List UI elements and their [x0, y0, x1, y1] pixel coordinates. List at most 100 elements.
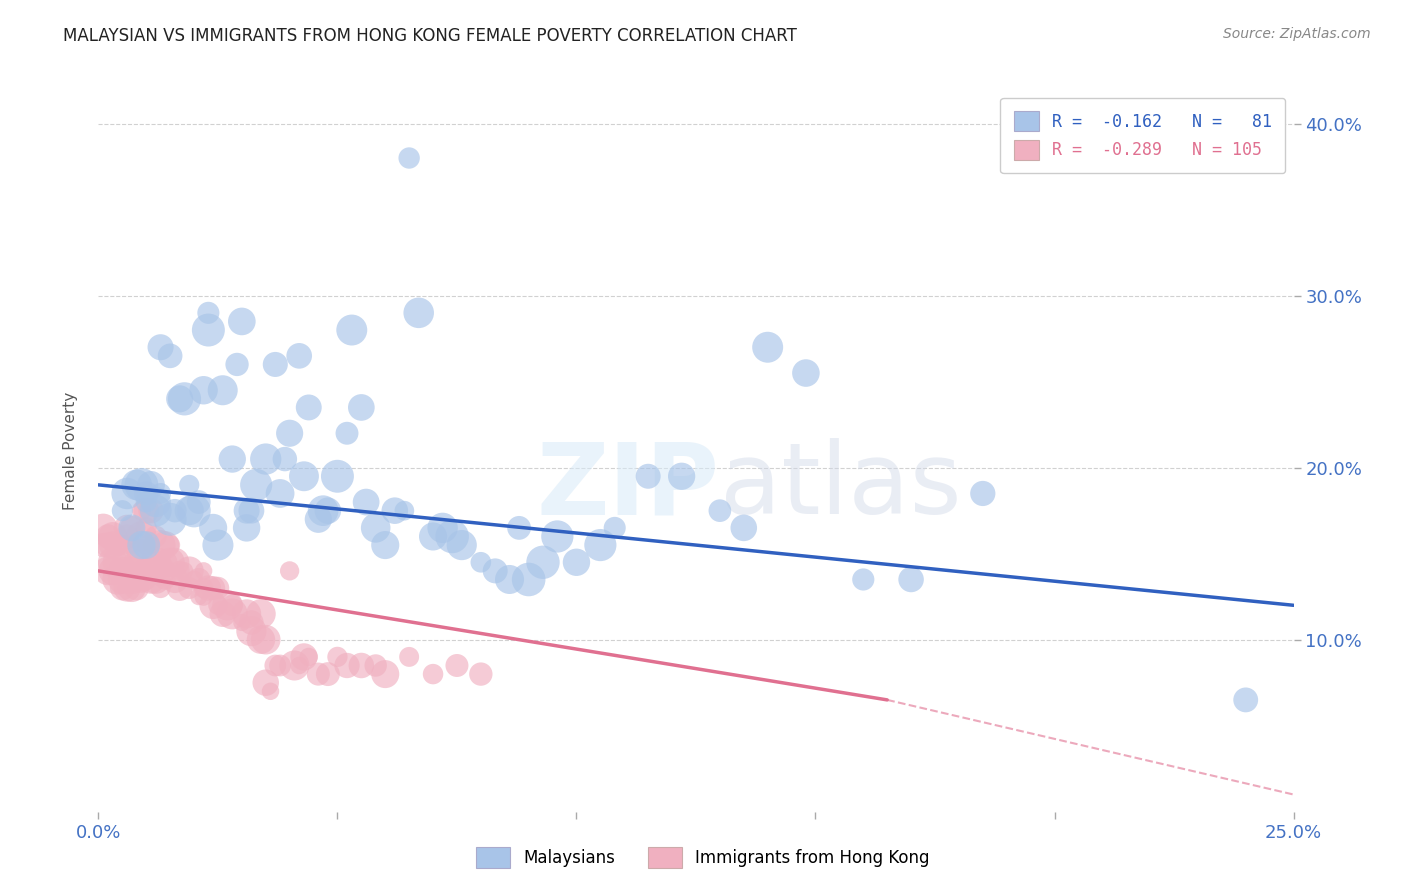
Legend: Malaysians, Immigrants from Hong Kong: Malaysians, Immigrants from Hong Kong: [465, 836, 941, 880]
Point: [101, 538, 124, 552]
Point: [159, 349, 181, 363]
Point: [115, 581, 138, 595]
Point: [446, 658, 468, 673]
Point: [145, 529, 167, 543]
Point: [350, 401, 373, 415]
Point: [145, 495, 167, 509]
Point: [350, 658, 373, 673]
Point: [384, 503, 406, 517]
Point: [111, 538, 134, 552]
Point: [231, 615, 253, 630]
Point: [398, 649, 420, 664]
Point: [517, 573, 540, 587]
Point: [111, 581, 134, 595]
Point: [292, 469, 315, 483]
Point: [179, 478, 201, 492]
Point: [169, 392, 191, 406]
Point: [637, 469, 659, 483]
Point: [121, 521, 143, 535]
Point: [121, 521, 143, 535]
Point: [307, 512, 329, 526]
Point: [131, 538, 153, 552]
Point: [254, 675, 277, 690]
Point: [245, 478, 267, 492]
Point: [115, 521, 138, 535]
Point: [240, 503, 263, 517]
Point: [193, 384, 215, 398]
Point: [398, 151, 420, 165]
Point: [179, 564, 201, 578]
Point: [269, 486, 291, 500]
Point: [207, 599, 229, 613]
Point: [422, 529, 444, 543]
Point: [125, 573, 148, 587]
Point: [121, 538, 143, 552]
Point: [183, 573, 205, 587]
Point: [91, 538, 114, 552]
Point: [115, 529, 138, 543]
Point: [111, 503, 134, 517]
Point: [254, 452, 277, 467]
Point: [326, 469, 349, 483]
Point: [101, 529, 124, 543]
Point: [589, 538, 612, 552]
Point: [135, 486, 157, 500]
Point: [470, 555, 492, 569]
Point: [470, 667, 492, 681]
Point: [202, 599, 225, 613]
Point: [235, 521, 257, 535]
Point: [1234, 693, 1257, 707]
Point: [173, 392, 195, 406]
Point: [340, 323, 363, 337]
Point: [307, 667, 329, 681]
Point: [159, 555, 181, 569]
Point: [173, 564, 195, 578]
Point: [131, 573, 153, 587]
Point: [316, 667, 339, 681]
Point: [149, 486, 172, 500]
Point: [193, 590, 215, 604]
Text: ZIP: ZIP: [537, 438, 720, 535]
Point: [135, 486, 157, 500]
Point: [254, 632, 277, 647]
Point: [259, 684, 281, 698]
Point: [125, 555, 148, 569]
Point: [135, 538, 157, 552]
Point: [139, 503, 162, 517]
Point: [169, 564, 191, 578]
Point: [565, 555, 588, 569]
Text: atlas: atlas: [720, 438, 962, 535]
Point: [202, 521, 225, 535]
Point: [278, 564, 301, 578]
Point: [298, 649, 321, 664]
Point: [179, 503, 201, 517]
Point: [733, 521, 755, 535]
Point: [149, 564, 172, 578]
Point: [394, 503, 416, 517]
Point: [135, 495, 157, 509]
Point: [131, 503, 153, 517]
Point: [193, 564, 215, 578]
Point: [179, 581, 201, 595]
Point: [250, 632, 273, 647]
Point: [531, 555, 554, 569]
Point: [183, 503, 205, 517]
Point: [450, 538, 472, 552]
Point: [283, 658, 305, 673]
Point: [240, 615, 263, 630]
Point: [107, 564, 129, 578]
Point: [197, 323, 219, 337]
Point: [197, 581, 219, 595]
Point: [135, 503, 157, 517]
Point: [207, 581, 229, 595]
Point: [432, 521, 454, 535]
Point: [131, 547, 153, 561]
Point: [107, 538, 129, 552]
Point: [336, 658, 359, 673]
Point: [169, 581, 191, 595]
Point: [101, 564, 124, 578]
Point: [264, 658, 287, 673]
Point: [121, 573, 143, 587]
Point: [149, 581, 172, 595]
Point: [408, 306, 430, 320]
